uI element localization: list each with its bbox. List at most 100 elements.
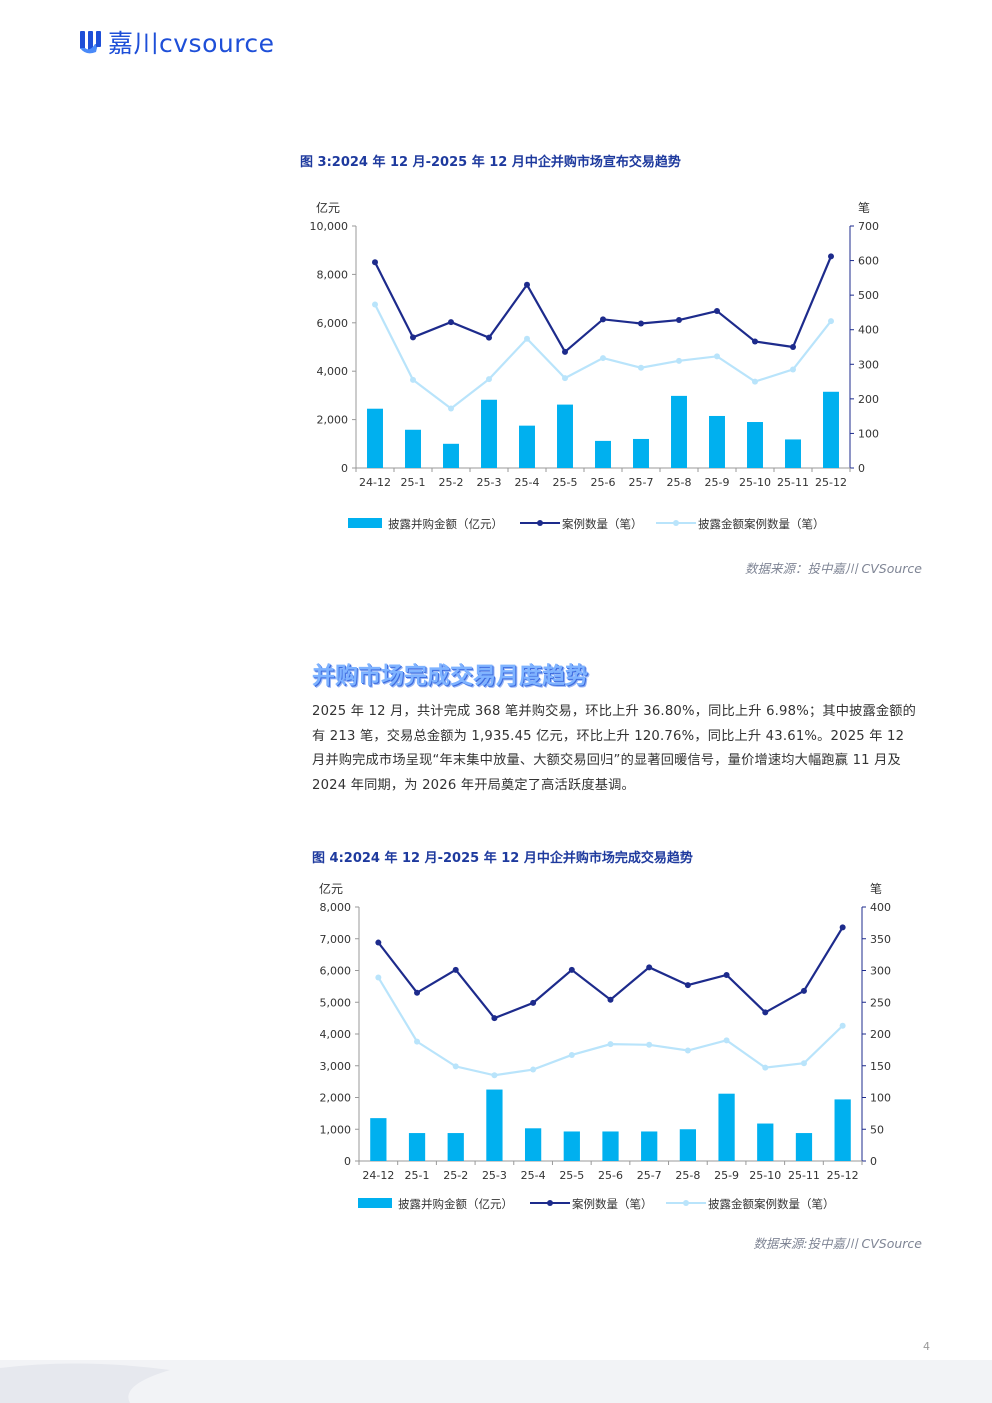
data-point — [410, 376, 416, 383]
left-tick-label: 0 — [341, 462, 348, 475]
left-tick-label: 4,000 — [317, 365, 349, 378]
figure3-source: 数据来源：投中嘉川 CVSource — [745, 561, 922, 576]
data-point — [414, 989, 421, 996]
data-point — [568, 1051, 575, 1058]
bar — [823, 391, 839, 468]
brand-name: 嘉川cvsource — [108, 29, 275, 58]
section-paragraph: 2025 年 12 月，共计完成 368 笔并购交易，环比上升 36.80%，同… — [312, 704, 917, 793]
x-tick-label: 25-2 — [443, 1169, 468, 1182]
right-tick-label: 200 — [870, 1028, 891, 1041]
data-point — [491, 1015, 498, 1022]
right-tick-label: 250 — [870, 996, 891, 1009]
x-tick-label: 25-6 — [598, 1169, 623, 1182]
x-tick-label: 25-9 — [714, 1169, 739, 1182]
bar — [709, 415, 725, 468]
x-tick-label: 25-12 — [815, 476, 847, 489]
right-tick-label: 100 — [858, 427, 879, 440]
right-tick-label: 350 — [870, 933, 891, 946]
data-point — [568, 966, 575, 973]
bar — [408, 1133, 426, 1161]
data-point — [375, 974, 382, 981]
bar — [370, 1118, 387, 1161]
figure4-chart: 0 1,000 2,000 3,000 4,000 5,000 6,000 7,000 8,00… — [319, 881, 891, 1211]
x-tick-label: 25-9 — [705, 476, 730, 489]
data-point — [800, 987, 807, 994]
y-left-axis-label: 亿元 — [316, 200, 340, 215]
data-point — [714, 308, 720, 315]
data-point — [452, 966, 459, 973]
y-left-axis-label: 亿元 — [319, 881, 343, 896]
x-tick-label: 25-10 — [739, 476, 771, 489]
right-tick-label: 100 — [870, 1092, 891, 1105]
data-point — [375, 939, 382, 946]
left-tick-label: 6,000 — [320, 965, 352, 978]
figure3-chart: 0 2,000 4,000 6,000 8,000 10,000 0 100 200 300 400… — [310, 200, 880, 531]
y-right-axis-label: 笔 — [870, 881, 882, 896]
data-point — [646, 964, 653, 971]
left-tick-label: 4,000 — [320, 1028, 352, 1041]
legend-label: 案例数量（笔） — [572, 1197, 653, 1211]
x-tick-label: 25-12 — [827, 1169, 859, 1182]
legend-swatch-marker — [547, 1200, 553, 1206]
figure4-source: 数据来源:投中嘉川 CVSource — [753, 1236, 922, 1251]
data-point — [486, 334, 492, 341]
left-tick-label: 3,000 — [320, 1060, 352, 1073]
data-point — [530, 999, 537, 1006]
bar — [747, 422, 763, 468]
left-tick-label: 5,000 — [320, 996, 352, 1009]
x-tick-label: 25-4 — [521, 1169, 546, 1182]
right-tick-label: 500 — [858, 289, 879, 302]
data-point — [607, 1041, 614, 1048]
bar — [795, 1133, 813, 1161]
legend-swatch-marker — [673, 520, 679, 526]
data-point — [839, 924, 846, 931]
brand-logo: 嘉川cvsource — [78, 26, 275, 58]
left-tick-label: 7,000 — [320, 933, 352, 946]
data-point — [828, 318, 834, 325]
data-point — [562, 348, 568, 355]
data-point — [676, 317, 682, 324]
cvsource-logo-icon — [80, 31, 101, 54]
legend-label: 披露金额案例数量（笔） — [708, 1197, 835, 1211]
data-point — [646, 1041, 653, 1048]
data-point — [372, 301, 378, 308]
bar — [447, 1133, 464, 1161]
x-tick-label: 25-8 — [675, 1169, 700, 1182]
right-tick-label: 300 — [870, 965, 891, 978]
data-point — [752, 378, 758, 385]
data-point — [372, 259, 378, 266]
right-tick-label: 300 — [858, 358, 879, 371]
data-point — [452, 1063, 459, 1070]
right-tick-label: 700 — [858, 220, 879, 233]
x-tick-label: 25-7 — [637, 1169, 662, 1182]
data-point — [410, 334, 416, 341]
bar — [834, 1099, 851, 1161]
bar — [524, 1128, 542, 1161]
data-point — [800, 1060, 807, 1067]
bar — [443, 443, 459, 468]
legend-label: 披露金额案例数量（笔） — [698, 517, 825, 531]
x-tick-label: 24-12 — [362, 1169, 394, 1182]
left-tick-label: 2,000 — [317, 414, 349, 427]
x-tick-label: 25-3 — [477, 476, 502, 489]
x-tick-label: 25-1 — [401, 476, 426, 489]
bar — [563, 1131, 580, 1161]
x-tick-label: 25-3 — [482, 1169, 507, 1182]
data-point — [752, 338, 758, 345]
bar — [557, 404, 573, 468]
right-tick-label: 50 — [870, 1123, 884, 1136]
bar — [519, 425, 535, 468]
bar — [679, 1129, 697, 1161]
bar — [367, 408, 383, 468]
figure3-title: 图 3:2024 年 12 月-2025 年 12 月中企并购市场宣布交易趋势 — [300, 155, 681, 170]
right-tick-label: 600 — [858, 255, 879, 268]
data-point — [491, 1072, 498, 1079]
bar — [595, 440, 611, 468]
right-tick-label: 150 — [870, 1060, 891, 1073]
left-tick-label: 10,000 — [310, 220, 349, 233]
bar — [718, 1093, 735, 1161]
x-tick-label: 25-11 — [788, 1169, 820, 1182]
footer-decoration — [0, 1360, 992, 1403]
data-point — [524, 335, 530, 342]
data-point — [790, 344, 796, 350]
